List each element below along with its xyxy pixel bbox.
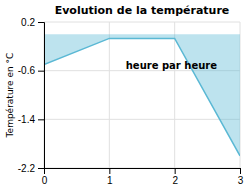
annotation: heure par heure bbox=[126, 60, 217, 71]
chart: 0 1 2 3 0.2 -0.6 -1.4 -2.2 heure par heure Evolut… bbox=[0, 0, 250, 188]
grid-line-y bbox=[44, 119, 240, 120]
y-tick-mark bbox=[38, 22, 44, 23]
x-tick-label: 0 bbox=[42, 175, 48, 186]
y-tick-label: -2.2 bbox=[18, 163, 36, 174]
y-axis-line bbox=[38, 23, 45, 169]
y-tick-mark bbox=[38, 71, 44, 72]
grid-line-x bbox=[174, 22, 175, 168]
y-tick-mark bbox=[38, 168, 44, 169]
x-tick: 2 bbox=[172, 168, 178, 186]
x-tick: 1 bbox=[107, 168, 113, 186]
x-tick-label: 3 bbox=[238, 175, 244, 186]
x-axis: 0 1 2 3 bbox=[42, 168, 244, 186]
y-tick-label: 0.2 bbox=[21, 17, 35, 28]
x-tick-mark bbox=[240, 168, 241, 174]
x-tick-mark bbox=[109, 168, 110, 174]
x-tick-label: 1 bbox=[107, 175, 113, 186]
x-tick: 0 bbox=[42, 168, 48, 186]
x-tick: 3 bbox=[238, 168, 244, 186]
marks bbox=[44, 34, 240, 156]
grid-line-y bbox=[44, 22, 240, 23]
line bbox=[44, 38, 240, 155]
y-axis-title: Température en °C bbox=[5, 53, 15, 139]
y-tick-label: -1.4 bbox=[18, 114, 36, 125]
title: Evolution de la température bbox=[55, 4, 230, 17]
y-tick: 0.2 bbox=[21, 17, 44, 28]
x-axis-line bbox=[45, 169, 241, 175]
grid-line-x bbox=[109, 22, 110, 168]
x-tick-mark bbox=[175, 168, 176, 174]
y-tick-mark bbox=[38, 119, 44, 120]
grid bbox=[44, 22, 240, 168]
x-tick-label: 2 bbox=[172, 175, 178, 186]
plot: 0 1 2 3 0.2 -0.6 -1.4 -2.2 heure par heure bbox=[18, 17, 244, 186]
y-tick: -0.6 bbox=[18, 65, 44, 76]
area bbox=[44, 34, 240, 156]
y-tick-label: -0.6 bbox=[18, 65, 36, 76]
y-axis: 0.2 -0.6 -1.4 -2.2 bbox=[18, 17, 45, 174]
y-tick: -1.4 bbox=[18, 114, 44, 125]
y-tick: -2.2 bbox=[18, 163, 44, 174]
